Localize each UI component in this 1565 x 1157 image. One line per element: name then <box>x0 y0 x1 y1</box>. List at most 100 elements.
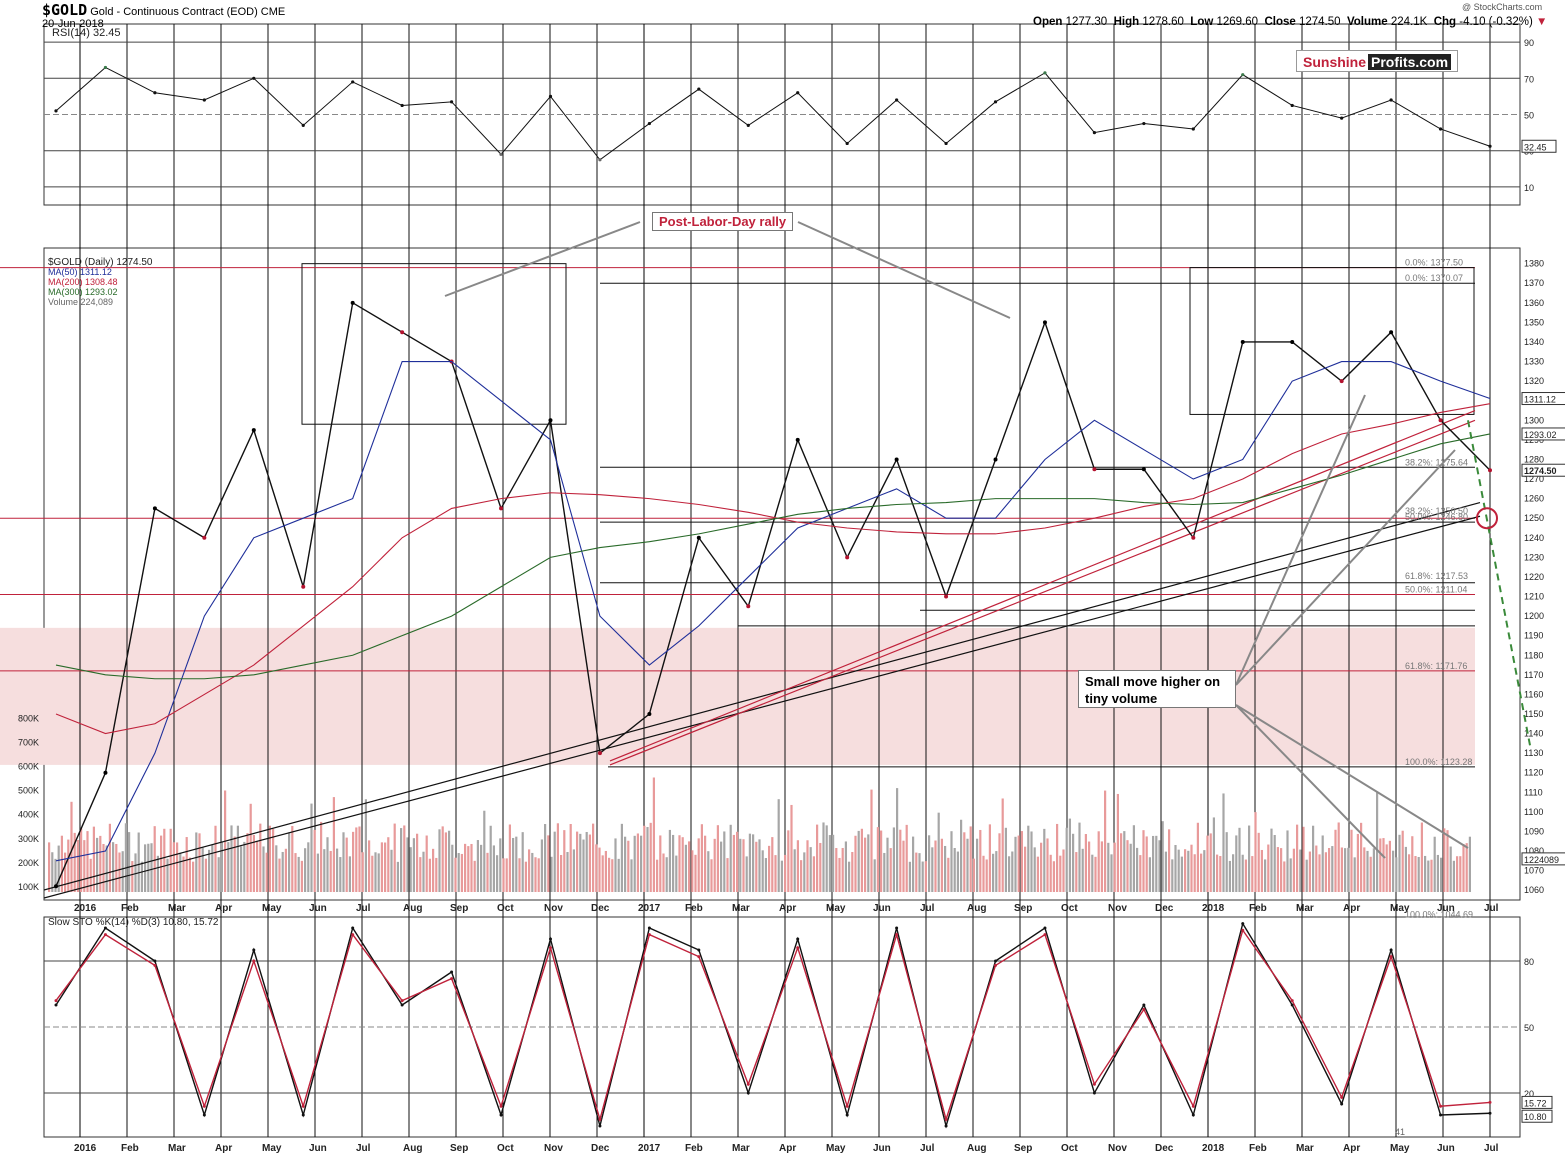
volume-bar <box>1456 856 1459 892</box>
price-point <box>1389 330 1394 335</box>
price-y-tick: 1180 <box>1524 650 1543 660</box>
volume-bar <box>371 855 374 892</box>
volume-bar <box>1177 849 1180 892</box>
x-tick-label: Jun <box>1437 903 1455 914</box>
volume-bar <box>1420 822 1423 892</box>
volume-bar <box>1027 825 1030 892</box>
price-point <box>944 594 949 599</box>
volume-bar <box>851 852 854 892</box>
volume-bar <box>124 823 127 892</box>
volume-bar <box>1097 831 1100 892</box>
volume-bar <box>864 837 867 892</box>
volume-bar <box>531 852 534 892</box>
volume-bar <box>944 845 947 892</box>
volume-bar <box>240 846 243 892</box>
volume-bar <box>1248 825 1251 892</box>
volume-bar <box>1312 825 1315 892</box>
volume-bar <box>518 858 521 892</box>
volume-bar <box>361 852 364 892</box>
sto-last-label: 15.72 <box>1524 1098 1547 1108</box>
volume-bar <box>528 849 531 892</box>
volume-bar <box>1206 835 1209 892</box>
volume-bar <box>1164 851 1167 892</box>
volume-bar <box>1324 852 1327 892</box>
sto-d-point <box>153 963 157 967</box>
sto-d-point <box>499 1104 503 1108</box>
volume-bar <box>924 861 927 892</box>
volume-bar <box>342 832 345 892</box>
volume-bar <box>1328 847 1331 892</box>
volume-bar <box>441 826 444 892</box>
rsi-point <box>895 98 899 102</box>
volume-bar <box>499 838 502 892</box>
volume-bar <box>816 824 819 892</box>
volume-bar <box>553 831 556 892</box>
volume-bar <box>1072 833 1075 892</box>
price-right-label: 1224089 <box>1524 855 1559 865</box>
sto-d-point <box>351 933 355 937</box>
volume-bar <box>438 829 441 892</box>
high-label: High <box>1113 16 1140 28</box>
x-tick-label: Sep <box>1014 903 1032 914</box>
price-right-box <box>1521 392 1565 406</box>
volume-bar <box>755 841 758 892</box>
volume-bar <box>940 838 943 892</box>
volume-bar <box>51 852 54 892</box>
volume-bar <box>1155 835 1158 892</box>
volume-bar <box>284 848 287 892</box>
volume-bar <box>598 847 601 892</box>
volume-bar <box>1411 836 1414 892</box>
volume-bar <box>982 855 985 892</box>
sto-d-point <box>1290 999 1294 1003</box>
sto-d-point <box>548 946 552 950</box>
sunshine-profits-logo: Sunshine Profits.com <box>1296 50 1458 72</box>
x-tick-label: 2017 <box>638 903 661 914</box>
volume-bar <box>588 834 591 892</box>
red-trendline <box>609 409 1476 762</box>
volume-bar <box>838 857 841 892</box>
rsi-point <box>944 141 948 146</box>
volume-bar <box>182 856 185 892</box>
volume-bar <box>1264 859 1267 892</box>
rsi-point <box>845 141 849 146</box>
volume-bar <box>230 825 233 892</box>
sto-k-point <box>252 948 256 952</box>
volume-bar <box>1283 861 1286 892</box>
x-tick-label: May <box>1390 903 1410 914</box>
x-tick-label-bottom: May <box>262 1143 282 1154</box>
price-right-box <box>1521 852 1565 866</box>
price-point <box>350 300 355 305</box>
volume-bar <box>390 849 393 892</box>
rsi-point <box>697 87 701 91</box>
volume-bar <box>1302 826 1305 892</box>
volume-bar <box>268 825 271 892</box>
volume-bar <box>960 819 963 892</box>
volume-bar <box>848 861 851 892</box>
volume-bar <box>214 825 217 892</box>
long-term-trendline <box>43 515 1481 899</box>
sto-k-point <box>202 1113 206 1117</box>
volume-bar <box>64 852 67 892</box>
volume-bar <box>905 824 908 892</box>
volume-bar <box>1459 856 1462 892</box>
rsi-point <box>1438 127 1443 131</box>
sto-d-point <box>1191 1104 1195 1108</box>
legend-price: $GOLD (Daily) 1274.50 <box>48 257 153 268</box>
price-y-tick: 1280 <box>1524 454 1544 464</box>
legend-volume: Volume 224,089 <box>48 297 113 307</box>
volume-bar <box>336 848 339 892</box>
sto-d-point <box>1241 928 1245 932</box>
sto-k-point <box>1191 1113 1195 1117</box>
volume-bar <box>1225 832 1228 892</box>
volume-bar <box>1372 848 1375 892</box>
volume-bar <box>547 835 550 892</box>
volume-bar <box>70 801 73 892</box>
fib-label: 61.8%: 1171.76 <box>1405 661 1467 671</box>
volume-bar <box>256 840 259 892</box>
price-y-tick: 1250 <box>1524 513 1544 523</box>
volume-bar <box>377 853 380 892</box>
ma-line-3 <box>55 433 1491 680</box>
volume-bar <box>326 837 329 892</box>
volume-bar <box>1241 854 1244 892</box>
sto-d-point <box>103 933 107 937</box>
